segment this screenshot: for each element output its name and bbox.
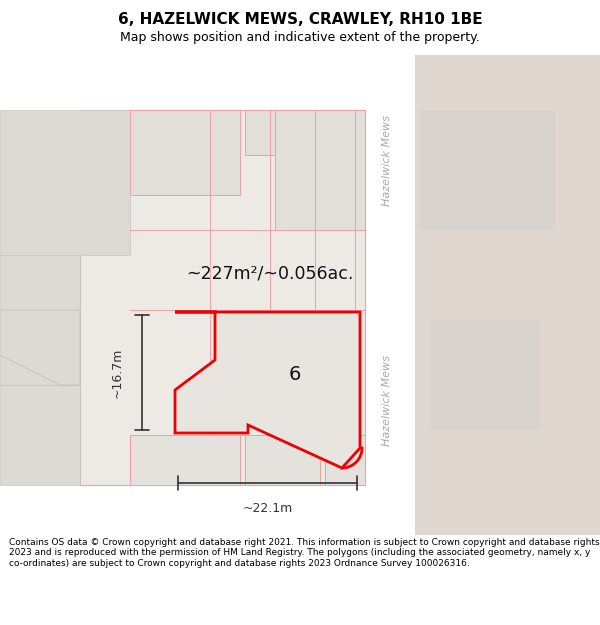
Text: ~227m²/~0.056ac.: ~227m²/~0.056ac. [187, 264, 353, 282]
Text: Hazelwick Mews: Hazelwick Mews [383, 355, 392, 446]
Polygon shape [245, 110, 345, 155]
Polygon shape [175, 312, 360, 468]
Text: 6, HAZELWICK MEWS, CRAWLEY, RH10 1BE: 6, HAZELWICK MEWS, CRAWLEY, RH10 1BE [118, 12, 482, 27]
Bar [360, 55, 415, 535]
Text: Contains OS data © Crown copyright and database right 2021. This information is : Contains OS data © Crown copyright and d… [9, 538, 599, 568]
Polygon shape [130, 110, 240, 195]
Polygon shape [275, 110, 365, 230]
Polygon shape [0, 110, 130, 255]
Polygon shape [0, 255, 80, 385]
Polygon shape [325, 435, 365, 485]
Bar [420, 110, 555, 230]
Polygon shape [130, 435, 240, 485]
Bar [415, 55, 600, 535]
Text: ~22.1m: ~22.1m [242, 503, 293, 515]
Bar [430, 320, 540, 430]
Text: Hazelwick Mews: Hazelwick Mews [383, 115, 392, 206]
Text: 6: 6 [289, 366, 301, 384]
Text: Map shows position and indicative extent of the property.: Map shows position and indicative extent… [120, 31, 480, 44]
Polygon shape [0, 310, 80, 385]
Polygon shape [80, 110, 365, 485]
Polygon shape [0, 385, 80, 485]
Text: ~16.7m: ~16.7m [111, 348, 124, 398]
Polygon shape [245, 435, 320, 485]
